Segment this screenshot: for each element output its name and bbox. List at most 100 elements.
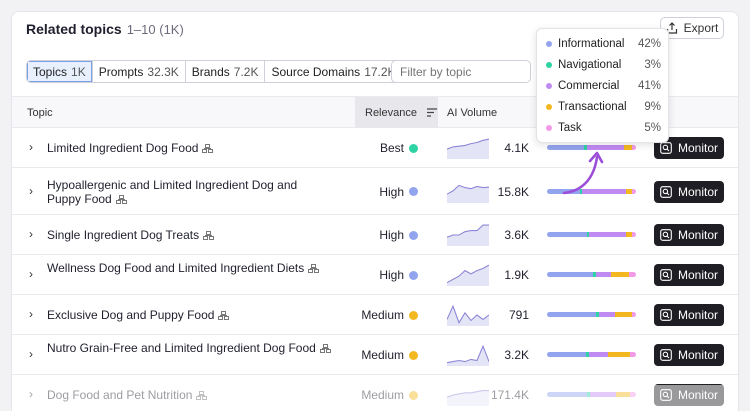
- intent-segment: [547, 188, 580, 194]
- monitor-button[interactable]: Monitor: [654, 304, 724, 326]
- relevance-label: High: [379, 268, 404, 282]
- ai-volume-value: 15.8K: [497, 184, 529, 199]
- monitor-label: Monitor: [677, 268, 718, 282]
- tab-label: Brands: [191, 64, 230, 79]
- intent-legend-item: Transactional 9%: [546, 101, 661, 113]
- intent-bar[interactable]: [547, 188, 636, 194]
- monitor-button[interactable]: Monitor: [654, 180, 724, 203]
- tab-count: 32.3K: [147, 64, 179, 79]
- expand-chevron-icon[interactable]: ›: [29, 227, 33, 241]
- intent-segment: [623, 145, 632, 150]
- ai-volume-value: 3.6K: [504, 228, 529, 242]
- intent-bar[interactable]: [547, 272, 636, 277]
- filter-input[interactable]: [391, 60, 531, 83]
- intent-bar[interactable]: [547, 352, 636, 357]
- relevance-cell: Medium: [361, 348, 418, 362]
- intent-segment: [588, 232, 627, 237]
- topic-name[interactable]: Nutro Grain-Free and Limited Ingredient …: [47, 341, 332, 355]
- tab-count: 17.2K: [364, 64, 396, 79]
- expand-chevron-icon[interactable]: ›: [29, 347, 33, 361]
- monitor-search-icon: [660, 229, 672, 241]
- intent-segment: [581, 188, 627, 194]
- monitor-label: Monitor: [677, 141, 718, 155]
- tab-count: 7.2K: [233, 64, 259, 79]
- monitor-button[interactable]: Monitor: [654, 264, 724, 286]
- tab-count: 1K: [71, 64, 86, 79]
- monitor-button[interactable]: Monitor: [654, 224, 724, 246]
- intent-legend-item: Informational 42%: [546, 38, 661, 50]
- table-row[interactable]: › Hypoallergenic and Limited Ingredient D…: [12, 168, 738, 215]
- topic-name[interactable]: Limited Ingredient Dog Food: [47, 141, 332, 155]
- ai-volume-value: 4.1K: [504, 141, 529, 155]
- intent-label: Navigational: [558, 59, 622, 71]
- tab-label: Prompts: [98, 64, 144, 79]
- monitor-search-icon: [660, 309, 672, 321]
- monitor-button[interactable]: Monitor: [654, 344, 724, 366]
- column-header-relevance[interactable]: Relevance: [355, 97, 438, 128]
- relevance-label: Medium: [361, 308, 404, 322]
- monitor-label: Monitor: [677, 308, 718, 322]
- intent-segment: [584, 145, 588, 150]
- ai-volume-sparkline: [447, 304, 489, 326]
- relevance-cell: High: [379, 185, 418, 199]
- intent-percent: 5%: [644, 122, 661, 134]
- export-button[interactable]: Export: [660, 17, 724, 39]
- topic-name[interactable]: Single Ingredient Dog Treats: [47, 228, 332, 242]
- intent-segment: [547, 352, 587, 357]
- relevance-label: High: [379, 184, 404, 199]
- relevance-cell: Best: [380, 141, 418, 155]
- intent-percent: 41%: [637, 80, 661, 92]
- export-label: Export: [683, 21, 719, 35]
- intent-segment: [631, 312, 636, 317]
- intent-label: Task: [558, 122, 582, 134]
- cluster-icon: [308, 264, 320, 273]
- intent-segment: [547, 232, 588, 237]
- table-row[interactable]: › Single Ingredient Dog Treats High 3.6K Mon…: [12, 215, 738, 255]
- topic-label: Single Ingredient Dog Treats: [47, 228, 200, 242]
- topic-name[interactable]: Wellness Dog Food and Limited Ingredient…: [47, 261, 332, 275]
- topic-label: Nutro Grain-Free and Limited Ingredient …: [47, 341, 316, 355]
- table-row[interactable]: › Wellness Dog Food and Limited Ingredien…: [12, 255, 738, 295]
- relevance-cell: High: [379, 268, 418, 282]
- intent-bar[interactable]: [547, 145, 636, 150]
- relevance-dot: [409, 230, 418, 240]
- relevance-label: Relevance: [365, 106, 417, 119]
- tab-topics[interactable]: Topics 1K: [27, 61, 92, 82]
- ai-volume-value: 1.9K: [504, 268, 529, 282]
- intent-segment: [595, 272, 612, 277]
- relevance-dot: [409, 270, 418, 280]
- tab-brands[interactable]: Brands 7.2K: [184, 61, 265, 82]
- table-row[interactable]: › Exclusive Dog and Puppy Food Medium 791 Mo…: [12, 295, 738, 335]
- intent-bar[interactable]: [547, 312, 636, 317]
- expand-chevron-icon[interactable]: ›: [29, 183, 33, 198]
- table-row[interactable]: › Nutro Grain-Free and Limited Ingredient…: [12, 335, 738, 375]
- relevance-cell: High: [379, 228, 418, 242]
- expand-chevron-icon[interactable]: ›: [29, 267, 33, 281]
- ai-volume-sparkline: [447, 184, 489, 203]
- column-header-ai-volume: AI Volume: [447, 107, 498, 119]
- intent-label: Informational: [558, 38, 625, 50]
- intent-label: Transactional: [558, 101, 627, 113]
- relevance-dot: [409, 350, 418, 360]
- monitor-search-icon: [660, 269, 672, 281]
- monitor-button[interactable]: Monitor: [654, 137, 724, 159]
- topic-name[interactable]: Exclusive Dog and Puppy Food: [47, 308, 332, 322]
- topic-name[interactable]: Hypoallergenic and Limited Ingredient Do…: [47, 178, 332, 206]
- intent-legend-item: Task 5%: [546, 122, 661, 134]
- intent-segment: [611, 272, 629, 277]
- expand-chevron-icon[interactable]: ›: [29, 140, 33, 154]
- tab-prompts[interactable]: Prompts 32.3K: [91, 61, 185, 82]
- intent-bar[interactable]: [547, 232, 636, 237]
- intent-dot: [546, 125, 552, 131]
- ai-volume-sparkline: [447, 138, 489, 159]
- intent-segment: [587, 145, 624, 150]
- tab-source-domains[interactable]: Source Domains 17.2K: [264, 61, 401, 82]
- cluster-icon: [218, 311, 230, 320]
- intent-segment: [608, 352, 630, 357]
- expand-chevron-icon[interactable]: ›: [29, 307, 33, 321]
- table-row[interactable]: › Limited Ingredient Dog Food Best 4.1K Moni…: [12, 128, 738, 168]
- result-count: 1–10 (1K): [126, 22, 184, 37]
- intent-segment: [632, 188, 636, 194]
- intent-segment: [593, 272, 596, 277]
- intent-percent: 42%: [637, 38, 661, 50]
